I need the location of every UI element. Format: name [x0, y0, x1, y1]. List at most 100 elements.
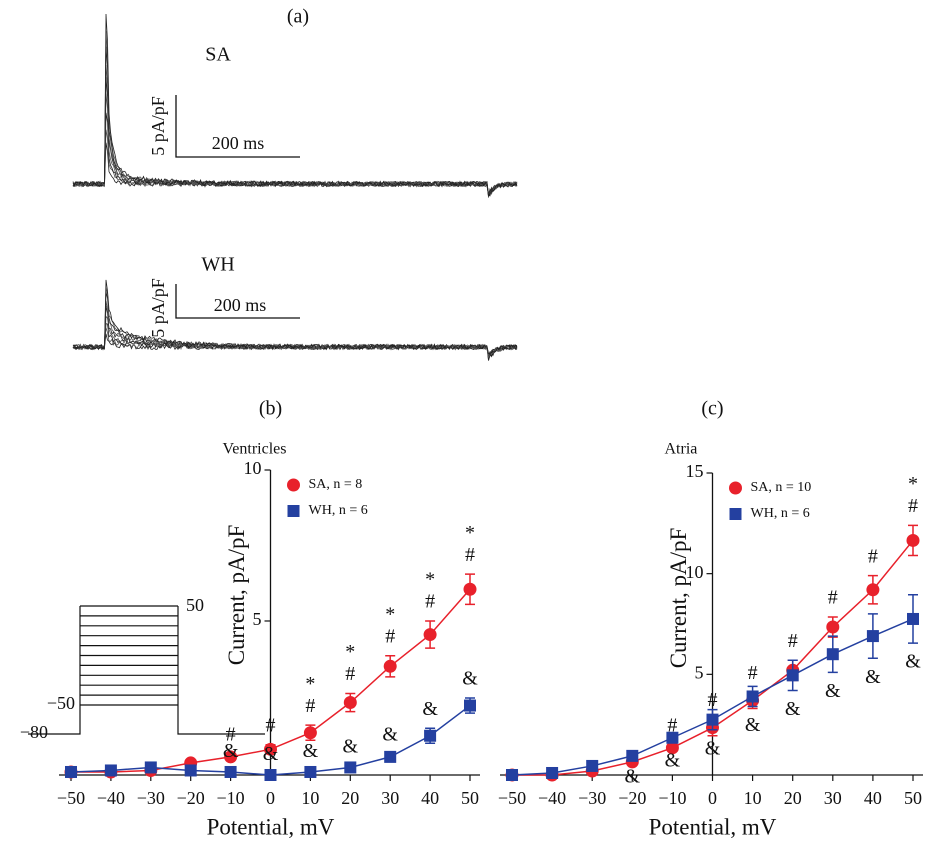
significance-mark: & — [382, 723, 398, 745]
x-tick-label: 20 — [341, 788, 359, 808]
point — [906, 533, 920, 547]
significance-mark: & — [785, 698, 801, 720]
significance-mark: # — [305, 695, 315, 717]
point — [866, 630, 879, 643]
x-axis-title: Potential, mV — [649, 814, 777, 839]
y-tick-label: 10 — [244, 458, 262, 478]
legend-marker — [729, 508, 742, 520]
current-trace — [72, 46, 518, 197]
current-trace — [72, 300, 518, 360]
protocol-label: −80 — [20, 722, 48, 742]
y-axis-title: Current, pA/pF — [666, 528, 691, 669]
point — [264, 742, 277, 756]
series: & & & & & & & & — [506, 594, 921, 787]
x-tick-label: 50 — [904, 788, 922, 808]
x-tick-label: −20 — [618, 788, 646, 808]
scale-label: 200 ms — [214, 295, 267, 315]
legend-label: WH, n = 6 — [309, 503, 368, 518]
significance-mark: & — [625, 765, 641, 787]
significance-mark: # — [385, 625, 395, 647]
significance-mark: # — [908, 495, 918, 517]
significance-mark: & — [223, 740, 239, 762]
point — [706, 713, 719, 726]
point — [786, 669, 799, 682]
legend-label: SA, n = 8 — [309, 477, 363, 492]
significance-mark: # — [828, 587, 838, 609]
x-tick-label: −50 — [498, 788, 526, 808]
significance-mark: # — [425, 591, 435, 613]
significance-mark: # — [868, 545, 878, 567]
x-tick-label: 20 — [784, 788, 802, 808]
legend-marker — [729, 481, 742, 495]
point — [344, 761, 357, 774]
y-axis-title: Current, pA/pF — [224, 525, 249, 666]
x-tick-label: −30 — [578, 788, 606, 808]
legend-label: WH, n = 6 — [751, 506, 810, 521]
point — [463, 582, 477, 596]
point — [866, 583, 880, 597]
point — [665, 741, 679, 755]
protocol-label: 50 — [186, 595, 204, 615]
point — [586, 759, 599, 772]
scale-label: 5 pA/pF — [148, 278, 168, 338]
point — [506, 769, 518, 781]
current-trace — [72, 93, 518, 194]
significance-mark: & — [745, 714, 761, 736]
chart: (b) Ventricles −50 −40 −30 −20 −10 0 10 20 30 40 50 5… — [20, 398, 480, 839]
chart: (c) Atria −50 −40 −30 −20 −10 0 10 20 30 40 50 5 10 15 P… — [498, 398, 923, 839]
point — [184, 764, 197, 777]
trace-group-name: SA — [205, 44, 231, 66]
point — [224, 750, 238, 764]
point — [746, 690, 759, 703]
x-tick-label: 0 — [266, 788, 275, 808]
significance-mark: # — [708, 689, 718, 711]
point — [304, 765, 317, 778]
protocol-line — [177, 606, 265, 735]
current-trace — [72, 13, 517, 198]
significance-mark: * — [465, 522, 475, 544]
point — [424, 729, 437, 742]
x-tick-label: 40 — [864, 788, 882, 808]
current-trace — [72, 287, 518, 359]
series: & & & & & & & — [65, 668, 478, 781]
y-tick-label: 10 — [686, 562, 704, 582]
x-tick-label: 0 — [708, 788, 717, 808]
significance-mark: & — [303, 740, 319, 762]
significance-mark: * — [908, 473, 918, 495]
x-tick-label: 50 — [461, 788, 479, 808]
significance-mark: # — [465, 544, 475, 566]
significance-mark: # — [266, 714, 276, 736]
significance-mark: & — [905, 651, 921, 673]
point — [224, 765, 237, 778]
protocol-inset — [28, 605, 265, 735]
point — [826, 620, 840, 634]
current-trace — [72, 129, 518, 198]
panel-label: (b) — [259, 398, 282, 420]
point — [423, 628, 437, 642]
significance-mark: & — [705, 737, 721, 759]
x-tick-label: −10 — [658, 788, 686, 808]
significance-mark: & — [263, 743, 279, 765]
point — [464, 699, 476, 712]
x-tick-label: −50 — [57, 788, 85, 808]
x-tick-label: 10 — [744, 788, 762, 808]
x-tick-label: −40 — [538, 788, 566, 808]
significance-mark: & — [422, 698, 438, 720]
significance-mark: * — [425, 569, 435, 591]
x-axis-title: Potential, mV — [207, 814, 335, 839]
significance-mark: * — [385, 603, 395, 625]
x-tick-label: 10 — [301, 788, 319, 808]
chart-title: Ventricles — [223, 441, 287, 458]
current-trace — [72, 142, 518, 198]
point — [264, 769, 277, 781]
current-trace — [72, 279, 518, 355]
significance-mark: & — [865, 666, 881, 688]
significance-mark: # — [667, 714, 677, 736]
point — [546, 766, 559, 779]
panel-label: (a) — [287, 6, 309, 28]
x-tick-label: −20 — [177, 788, 205, 808]
chart-title: Atria — [665, 441, 698, 458]
x-tick-label: −10 — [217, 788, 245, 808]
legend-label: SA, n = 10 — [751, 480, 812, 495]
